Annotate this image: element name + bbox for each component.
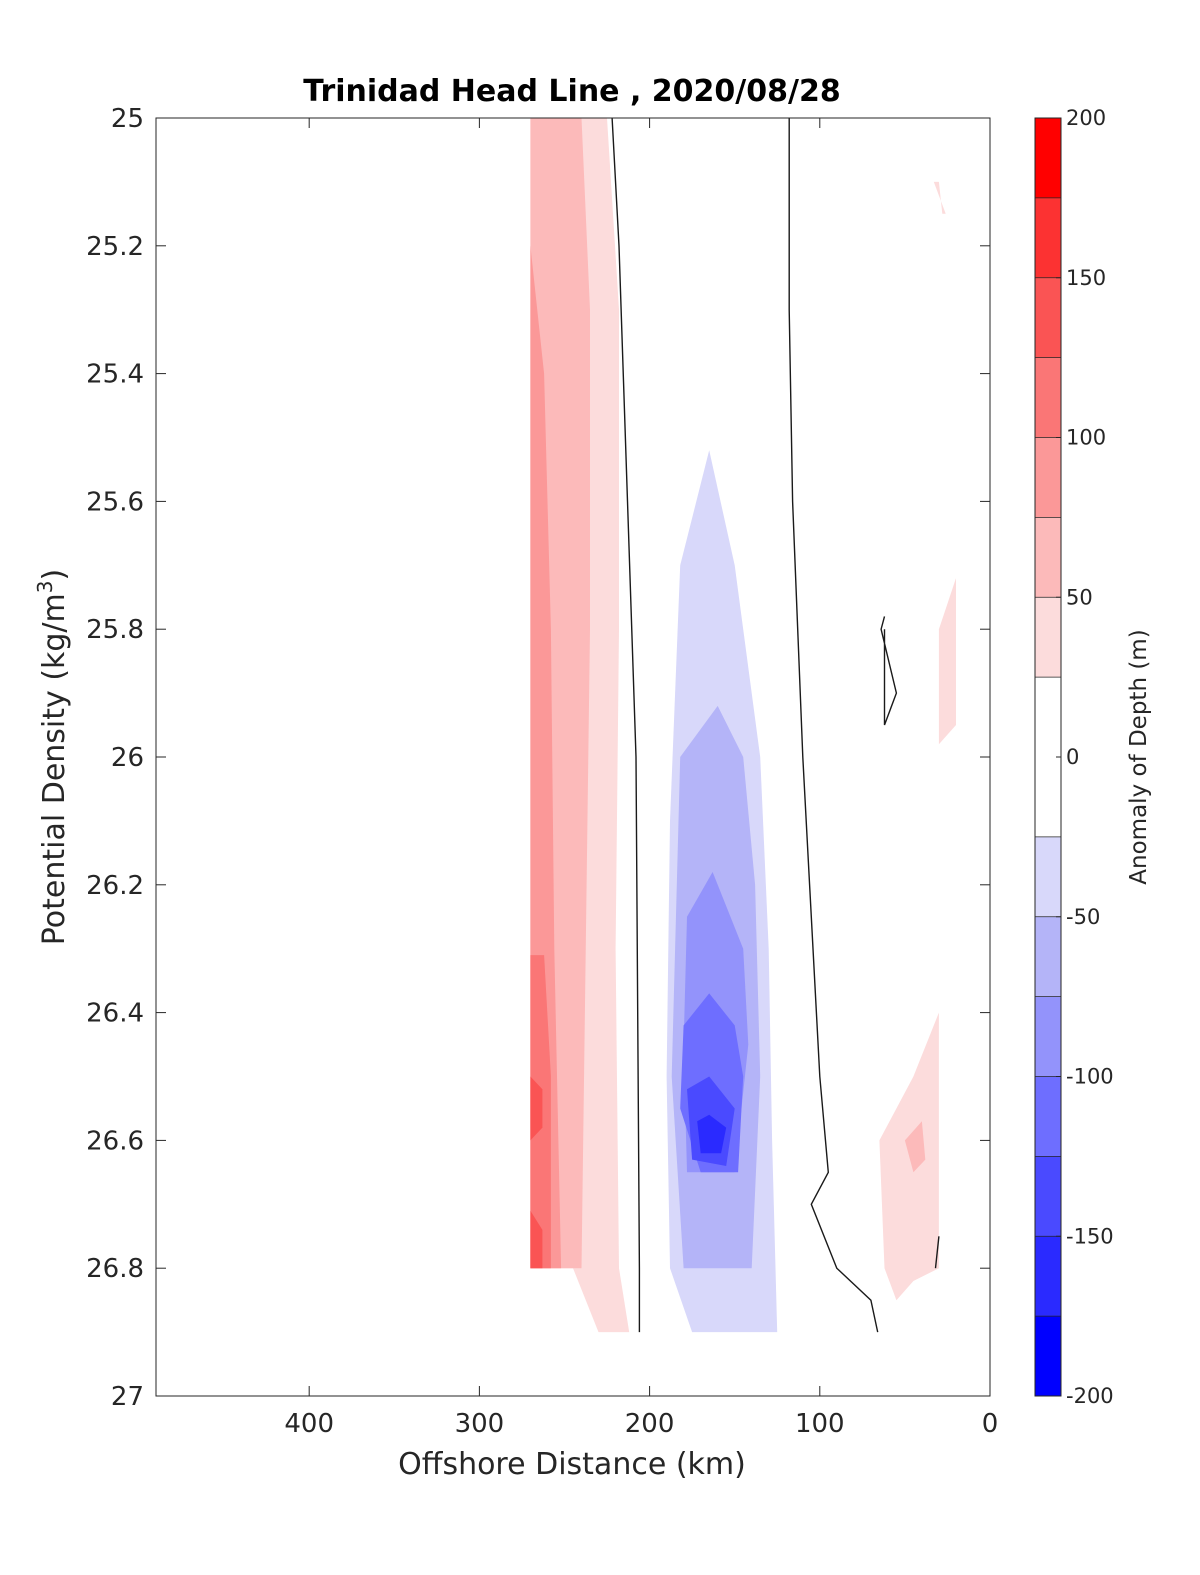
- y-axis-label: Potential Density (kg/m3): [33, 569, 72, 945]
- zero-contour-line-1: [788, 118, 879, 1333]
- zero-contour-line-2: [880, 616, 898, 726]
- colorbar-band: [1035, 597, 1061, 678]
- x-tick-label: 0: [982, 1409, 999, 1439]
- colorbar-tick-label: -100: [1066, 1065, 1114, 1089]
- colorbar-band: [1035, 1316, 1061, 1396]
- plot-area: 400 300 200 100 0 25 25.2 25.4 25.6 25.8 26 26.2 26…: [86, 104, 998, 1439]
- colorbar-tick-label: 150: [1066, 266, 1106, 290]
- colorbar-band: [1035, 1076, 1061, 1157]
- colorbar-band: [1035, 836, 1061, 917]
- contour-region-5: [530, 1210, 543, 1269]
- y-tick-label: 25.8: [86, 615, 144, 645]
- colorbar-tick-label: -200: [1066, 1384, 1114, 1408]
- y-tick-label: 26.4: [86, 999, 144, 1029]
- zero-contour-lines: [611, 117, 940, 1333]
- colorbar-band: [1035, 437, 1061, 518]
- colorbar-band: [1035, 916, 1061, 997]
- contour-region-15: [938, 578, 956, 745]
- colorbar: 200 150 100 50 0 -50 -100 -150 -200 Anomaly of D…: [1034, 106, 1152, 1408]
- contour-region-12: [697, 1114, 727, 1154]
- y-tick-label: 26.8: [86, 1254, 144, 1284]
- colorbar-tick-label: 100: [1066, 426, 1106, 450]
- colorbar-tick-label: 200: [1066, 106, 1106, 130]
- colorbar-tick-label: -150: [1066, 1224, 1114, 1248]
- contour-region-16: [933, 181, 946, 214]
- y-tick-label: 26.6: [86, 1126, 144, 1156]
- y-tick-label: 27: [111, 1382, 144, 1412]
- x-tick-label: 400: [284, 1409, 334, 1439]
- colorbar-band: [1035, 1236, 1061, 1317]
- x-axis: 400 300 200 100 0: [284, 118, 998, 1439]
- zero-contour-line-3: [934, 1236, 940, 1269]
- colorbar-tick-label: 0: [1066, 745, 1079, 769]
- zero-contour-line-0: [611, 117, 641, 1333]
- y-axis-label-tail: ): [37, 569, 72, 581]
- colorbar-tick-label: 50: [1066, 585, 1093, 609]
- colorbar-band: [1035, 517, 1061, 598]
- y-axis-label-main: Potential Density (kg/m: [37, 593, 72, 945]
- colorbar-band: [1035, 197, 1061, 278]
- x-tick-label: 200: [625, 1409, 675, 1439]
- y-tick-label: 25: [111, 104, 144, 134]
- y-axis: 25 25.2 25.4 25.6 25.8 26 26.2 26.4 26.6 26.8 27: [86, 104, 990, 1412]
- y-axis-label-superscript: 3: [33, 580, 57, 593]
- y-tick-label: 25.2: [86, 232, 144, 262]
- y-tick-label: 26: [111, 743, 144, 773]
- y-tick-label: 25.4: [86, 360, 144, 390]
- colorbar-band: [1035, 118, 1061, 198]
- chart-title: Trinidad Head Line , 2020/08/28: [303, 74, 840, 109]
- x-tick-label: 300: [455, 1409, 505, 1439]
- colorbar-band: [1035, 996, 1061, 1077]
- colorbar-band: [1035, 1156, 1061, 1237]
- y-tick-label: 25.6: [86, 487, 144, 517]
- colorbar-ticks: 200 150 100 50 0 -50 -100 -150 -200: [1056, 106, 1114, 1408]
- contour-region-4: [530, 1076, 543, 1141]
- y-tick-label: 26.2: [86, 871, 144, 901]
- contour-region-13: [879, 1012, 939, 1301]
- colorbar-band: [1035, 277, 1061, 358]
- filled-contour-layer: [530, 118, 956, 1333]
- colorbar-band: [1035, 357, 1061, 438]
- x-axis-label: Offshore Distance (km): [398, 1447, 746, 1482]
- colorbar-tick-label: -50: [1066, 905, 1100, 929]
- x-tick-label: 100: [795, 1409, 845, 1439]
- colorbar-label: Anomaly of Depth (m): [1126, 629, 1152, 884]
- contour-region-14: [904, 1121, 926, 1173]
